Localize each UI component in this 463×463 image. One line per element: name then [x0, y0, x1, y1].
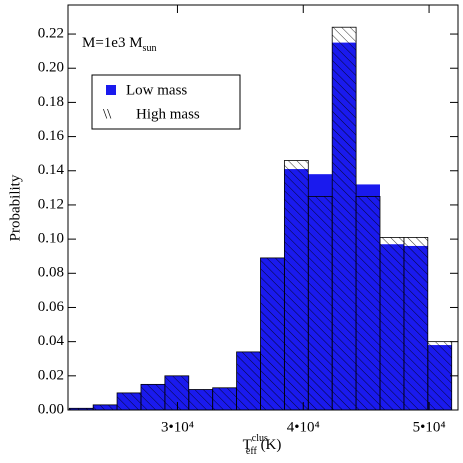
plot-frame [67, 4, 459, 411]
hatched-bar [283, 160, 309, 411]
hatched-bar [307, 195, 333, 411]
legend-label: Low mass [126, 82, 187, 98]
y-tick-label: 0.00 [38, 401, 64, 417]
y-tick-label: 0.06 [38, 299, 65, 315]
y-tick-label: 0.02 [38, 367, 64, 383]
hatched-bar [116, 392, 142, 411]
y-tick-label: 0.16 [38, 128, 65, 144]
hatched-bar [92, 404, 118, 411]
y-tick-label: 0.14 [38, 162, 65, 178]
annotation-main: M=1e3 M [82, 35, 143, 51]
hatched-bar [188, 389, 214, 411]
x-label-sup: clus [252, 433, 268, 444]
hatched-bar [427, 341, 453, 411]
legend-symbol: \\ [103, 106, 112, 122]
hatched-bar [331, 26, 357, 411]
hatched-bar [212, 387, 237, 411]
hatched-bar [164, 375, 190, 411]
y-tick-label: 0.22 [38, 25, 64, 41]
x-label-main: T [243, 437, 252, 453]
legend-box [91, 74, 241, 130]
x-tick-label: 3•10⁴ [161, 419, 194, 435]
annotation-sub: sun [143, 43, 157, 54]
y-tick-label: 0.20 [38, 60, 64, 76]
hatched-bar [379, 237, 405, 411]
y-tick-label: 0.08 [38, 265, 64, 281]
y-tick-label: 0.04 [38, 333, 65, 349]
x-axis-label: Tclus eff (K) [243, 433, 282, 457]
y-tick-label: 0.10 [38, 231, 64, 247]
legend-label: High mass [136, 106, 200, 122]
annotation: M=1e3 Msun [82, 35, 156, 54]
x-tick-label: 5•10⁴ [413, 419, 446, 435]
x-label-unit: (K) [257, 437, 282, 453]
y-tick-label: 0.12 [38, 196, 64, 212]
x-label-sub: eff [246, 446, 258, 457]
hatched-bar [403, 237, 429, 411]
hatched-bar [355, 195, 381, 411]
y-axis-label: Probability [7, 174, 23, 241]
y-tick-label: 0.18 [38, 94, 64, 110]
hatched-bar [236, 351, 261, 411]
x-tick-label: 4•10⁴ [287, 419, 320, 435]
legend-swatch [106, 85, 116, 95]
hatched-bar [140, 383, 166, 411]
hatched-bar [260, 257, 285, 411]
